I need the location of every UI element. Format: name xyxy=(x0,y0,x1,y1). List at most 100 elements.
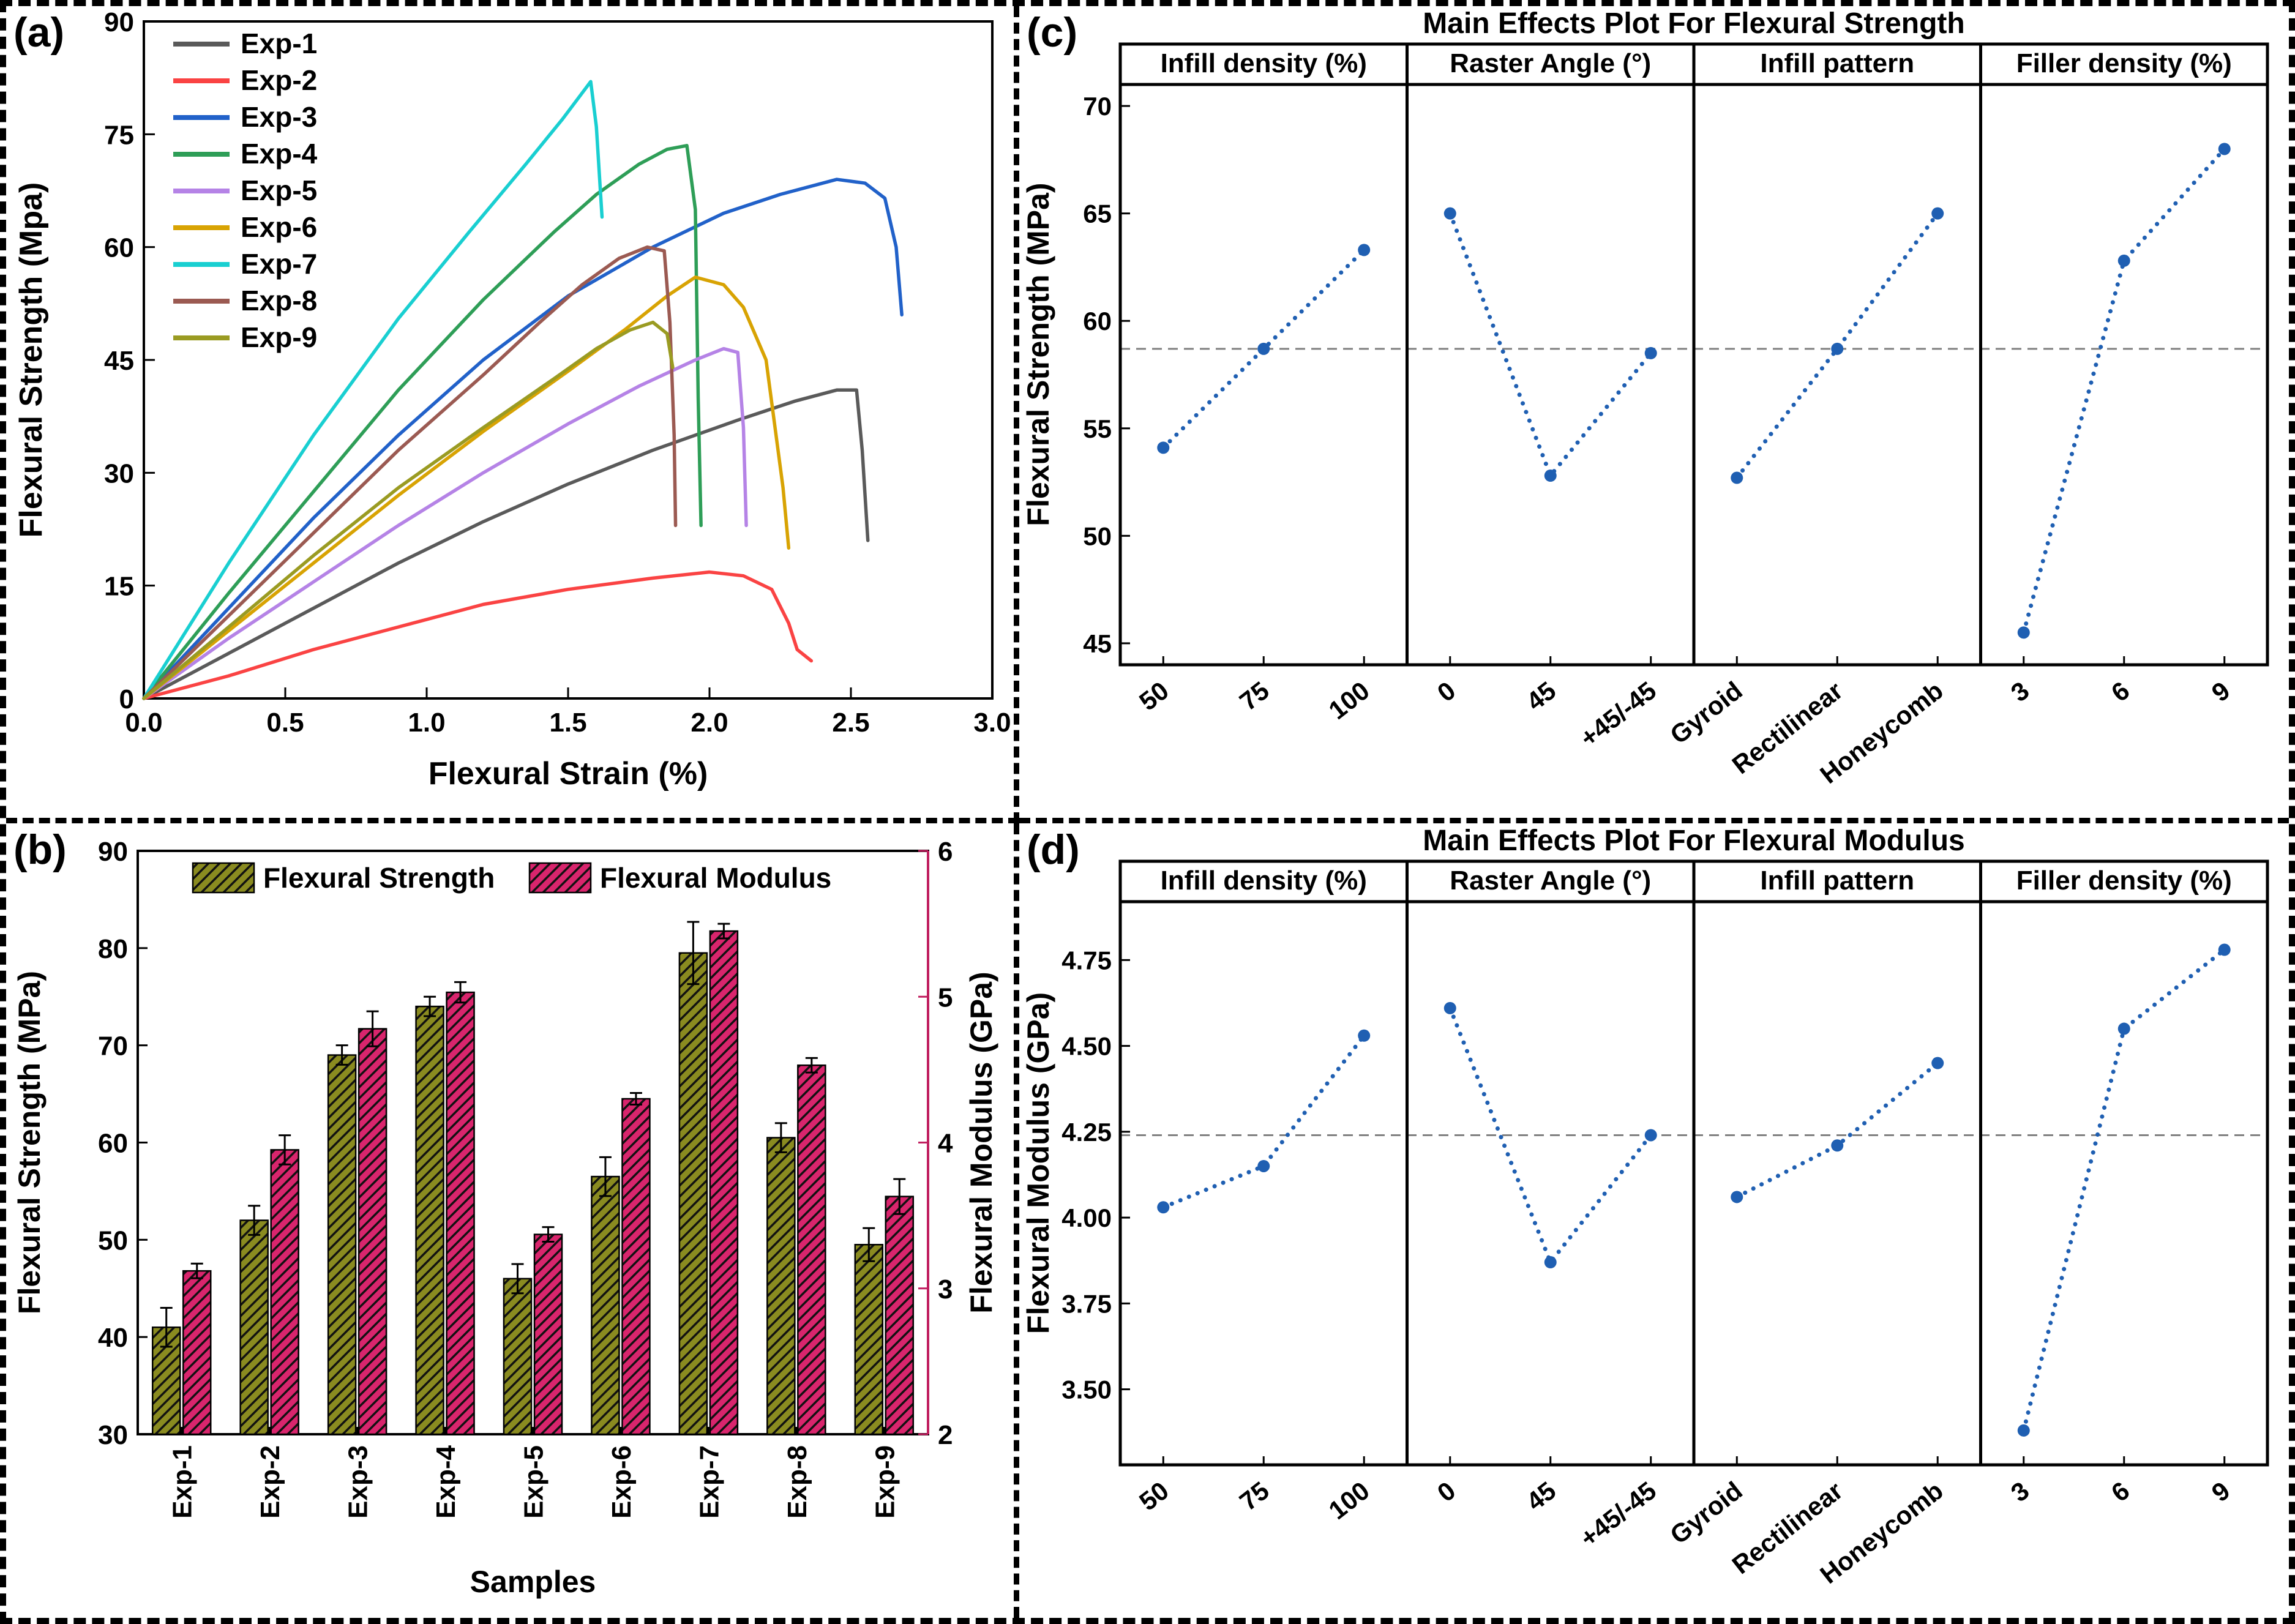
svg-text:Flexural Modulus (GPa): Flexural Modulus (GPa) xyxy=(1021,992,1055,1334)
svg-text:75: 75 xyxy=(1234,1476,1275,1516)
svg-text:3.50: 3.50 xyxy=(1061,1375,1112,1404)
svg-text:2.0: 2.0 xyxy=(691,708,728,738)
svg-text:Exp-6: Exp-6 xyxy=(607,1445,637,1519)
svg-text:65: 65 xyxy=(1083,200,1112,228)
svg-text:9: 9 xyxy=(2206,676,2235,707)
svg-text:Exp-5: Exp-5 xyxy=(241,174,317,206)
svg-text:70: 70 xyxy=(98,1031,128,1061)
svg-text:Flexural Modulus: Flexural Modulus xyxy=(600,862,831,894)
svg-text:50: 50 xyxy=(1083,522,1112,550)
svg-text:45: 45 xyxy=(1521,676,1562,716)
svg-text:3: 3 xyxy=(2005,676,2034,707)
panel-a-stress-strain-chart: 0.0 0.5 1.0 1.5 2.0 2.5 3.0 0 15 30 45 60 75 90 Flexur… xyxy=(13,7,1011,791)
panel-c-main-effects-strength-chart: Main Effects Plot For Flexural Strength 4… xyxy=(1021,7,2269,789)
svg-text:Raster Angle (°): Raster Angle (°) xyxy=(1450,48,1651,78)
svg-text:Infill pattern: Infill pattern xyxy=(1760,866,1914,896)
svg-text:Flexural Strength (MPa): Flexural Strength (MPa) xyxy=(12,971,47,1314)
svg-text:4: 4 xyxy=(938,1129,953,1159)
svg-text:6: 6 xyxy=(938,837,953,867)
svg-text:4.50: 4.50 xyxy=(1061,1032,1112,1061)
svg-text:55: 55 xyxy=(1083,414,1112,443)
svg-text:Exp-1: Exp-1 xyxy=(168,1445,198,1519)
svg-text:50: 50 xyxy=(1134,676,1174,716)
svg-text:Exp-5: Exp-5 xyxy=(519,1445,549,1519)
svg-text:15: 15 xyxy=(104,572,134,602)
svg-text:90: 90 xyxy=(104,7,134,37)
svg-text:Infill density (%): Infill density (%) xyxy=(1161,48,1367,78)
svg-text:Flexural Strength (MPa): Flexural Strength (MPa) xyxy=(1021,182,1055,526)
svg-text:Exp-9: Exp-9 xyxy=(241,321,317,353)
svg-text:Exp-4: Exp-4 xyxy=(241,138,318,170)
svg-text:45: 45 xyxy=(1521,1476,1562,1516)
svg-text:40: 40 xyxy=(98,1323,128,1353)
panel-d-main-effects-modulus-chart: Main Effects Plot For Flexural Modulus 3.… xyxy=(1021,825,2269,1589)
svg-text:1.5: 1.5 xyxy=(549,708,586,738)
svg-text:Exp-7: Exp-7 xyxy=(241,248,317,280)
svg-text:30: 30 xyxy=(98,1420,128,1450)
svg-text:50: 50 xyxy=(1134,1476,1174,1516)
svg-text:100: 100 xyxy=(1323,1476,1375,1525)
svg-text:3.75: 3.75 xyxy=(1061,1289,1112,1318)
panel-b-label: (b) xyxy=(13,826,67,873)
svg-text:1.0: 1.0 xyxy=(408,708,445,738)
svg-text:Gyroid: Gyroid xyxy=(1664,676,1748,749)
svg-text:Infill pattern: Infill pattern xyxy=(1760,48,1914,78)
svg-text:Exp-7: Exp-7 xyxy=(694,1445,724,1519)
svg-text:Exp-1: Exp-1 xyxy=(241,28,317,59)
svg-text:0: 0 xyxy=(1432,676,1461,707)
svg-text:Main Effects Plot For Flexural: Main Effects Plot For Flexural Strength xyxy=(1423,7,1964,40)
svg-text:Exp-9: Exp-9 xyxy=(870,1445,900,1519)
svg-text:60: 60 xyxy=(104,233,134,263)
panel-b-bar-chart: 30 40 50 60 70 80 90 2 3 4 5 6 Exp-1 Exp-2 Exp-3 Exp-4 E… xyxy=(12,837,998,1599)
svg-text:Filler density (%): Filler density (%) xyxy=(2016,48,2232,78)
svg-text:Main Effects Plot For Flexural: Main Effects Plot For Flexural Modulus xyxy=(1423,825,1964,857)
svg-text:0.0: 0.0 xyxy=(125,708,162,738)
svg-text:80: 80 xyxy=(98,934,128,964)
svg-text:Exp-2: Exp-2 xyxy=(255,1445,285,1519)
svg-text:45: 45 xyxy=(1083,629,1112,658)
svg-text:Flexural Strain (%): Flexural Strain (%) xyxy=(429,756,708,791)
svg-text:Exp-6: Exp-6 xyxy=(241,211,317,243)
panel-c-label: (c) xyxy=(1027,9,1078,56)
svg-text:0.5: 0.5 xyxy=(266,708,304,738)
svg-text:Flexural Strength: Flexural Strength xyxy=(263,862,495,894)
svg-text:Flexural Strength (Mpa): Flexural Strength (Mpa) xyxy=(13,182,49,538)
panel-a: (a) 0.0 0.5 1.0 1.5 2.0 2.5 3.0 0 15 30 45 60 75 90 Fl… xyxy=(6,6,1019,823)
svg-text:50: 50 xyxy=(98,1225,128,1255)
svg-text:6: 6 xyxy=(2106,1476,2135,1507)
svg-text:60: 60 xyxy=(1083,307,1112,335)
svg-text:Raster Angle (°): Raster Angle (°) xyxy=(1450,866,1651,896)
svg-text:+45/-45: +45/-45 xyxy=(1574,676,1661,752)
svg-text:4.75: 4.75 xyxy=(1061,946,1112,975)
svg-text:3: 3 xyxy=(2005,1476,2034,1507)
svg-text:Exp-4: Exp-4 xyxy=(431,1445,461,1518)
svg-text:Samples: Samples xyxy=(470,1565,596,1599)
svg-text:3.0: 3.0 xyxy=(973,708,1011,738)
svg-text:Exp-2: Exp-2 xyxy=(241,64,317,96)
svg-text:Exp-3: Exp-3 xyxy=(343,1445,373,1519)
svg-text:Exp-8: Exp-8 xyxy=(782,1445,812,1519)
svg-text:Exp-3: Exp-3 xyxy=(241,101,317,133)
svg-text:2: 2 xyxy=(938,1420,953,1450)
panel-a-label: (a) xyxy=(13,9,65,56)
svg-text:2.5: 2.5 xyxy=(832,708,869,738)
panel-b: (b) 30 40 50 60 70 80 90 2 3 4 5 6 Exp-1 Exp-2 Exp-3 Ex… xyxy=(6,823,1019,1618)
svg-text:0: 0 xyxy=(1432,1476,1461,1507)
svg-text:9: 9 xyxy=(2206,1476,2235,1507)
svg-text:4.00: 4.00 xyxy=(1061,1203,1112,1232)
svg-text:30: 30 xyxy=(104,458,134,488)
panel-d-label: (d) xyxy=(1027,826,1080,873)
svg-text:+45/-45: +45/-45 xyxy=(1574,1476,1661,1552)
svg-text:75: 75 xyxy=(1234,676,1275,716)
svg-text:Infill density (%): Infill density (%) xyxy=(1161,866,1367,896)
svg-text:70: 70 xyxy=(1083,92,1112,121)
svg-text:75: 75 xyxy=(104,120,134,150)
svg-text:5: 5 xyxy=(938,982,953,1012)
svg-text:0: 0 xyxy=(119,684,134,714)
panel-c: (c) Main Effects Plot For Flexural Stren… xyxy=(1019,6,2289,823)
svg-text:90: 90 xyxy=(98,837,128,867)
svg-text:Flexural Modulus (GPa): Flexural Modulus (GPa) xyxy=(964,971,998,1313)
svg-text:Exp-8: Exp-8 xyxy=(241,285,317,316)
svg-text:4.25: 4.25 xyxy=(1061,1118,1112,1147)
